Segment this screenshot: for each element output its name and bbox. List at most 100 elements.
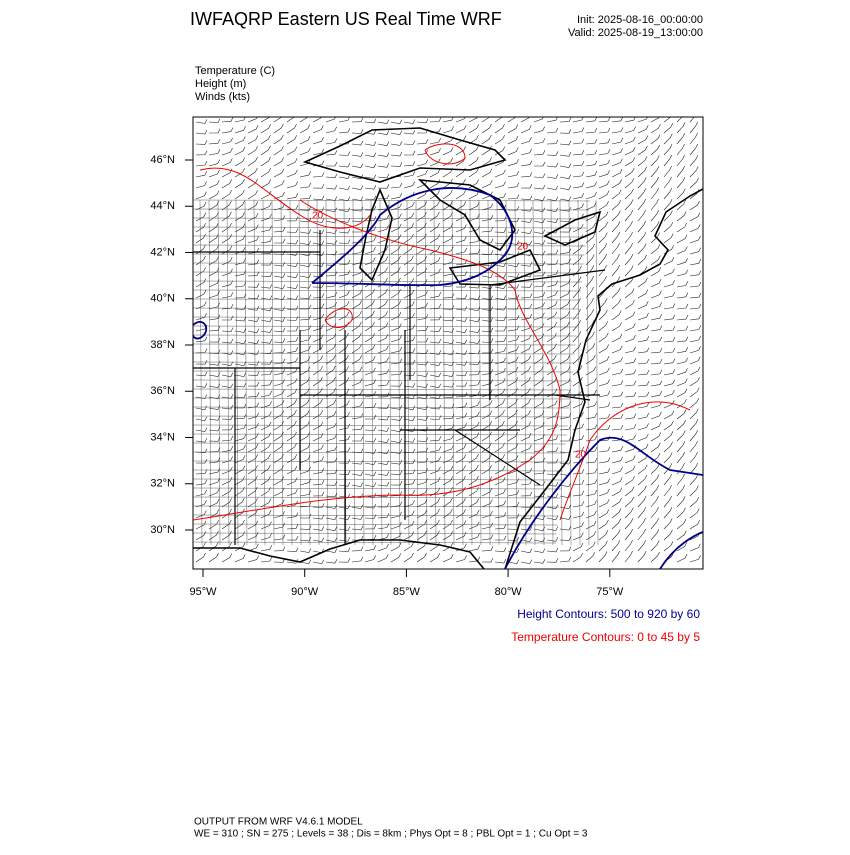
wind-barb <box>221 137 233 145</box>
wind-barb <box>585 222 596 233</box>
wind-barb <box>481 338 494 343</box>
wind-barb <box>273 215 286 222</box>
wind-barb <box>663 541 674 552</box>
wind-barb <box>507 206 520 211</box>
wind-barb <box>442 305 455 310</box>
wind-barb <box>533 126 545 134</box>
wind-barb <box>325 434 337 442</box>
wind-barb <box>689 259 702 266</box>
wind-barb <box>494 524 507 530</box>
wind-barb <box>260 213 272 222</box>
wind-barb <box>416 302 428 310</box>
wind-barb <box>300 304 312 310</box>
wind-barb <box>221 200 232 211</box>
wind-barb <box>546 547 559 553</box>
wind-barb <box>598 551 608 563</box>
wind-barb <box>351 401 363 409</box>
wind-barb <box>650 123 661 134</box>
wind-barb <box>572 192 585 200</box>
wind-barb <box>260 498 272 508</box>
wind-barb <box>559 185 572 191</box>
wind-barb <box>442 293 455 299</box>
wind-barb <box>234 497 245 508</box>
wind-barb <box>520 262 533 267</box>
wind-barb <box>377 299 388 310</box>
wind-barb <box>481 379 493 387</box>
wind-barb <box>351 321 362 332</box>
wind-barb <box>533 333 545 343</box>
wind-barb <box>481 123 492 134</box>
wind-barb <box>676 336 689 343</box>
wind-barb <box>312 376 323 387</box>
wind-barb <box>585 354 596 365</box>
wind-barb <box>351 332 362 343</box>
wind-barb <box>442 126 454 134</box>
wind-barb <box>429 222 440 233</box>
wind-barb <box>325 354 336 365</box>
wind-barb <box>234 508 245 519</box>
wind-barb <box>585 541 596 552</box>
wind-barb <box>468 411 480 420</box>
wind-barb <box>260 237 273 244</box>
wind-barb <box>546 493 559 498</box>
wind-barb <box>585 468 598 475</box>
wind-barb <box>234 178 245 189</box>
wind-barb <box>533 161 546 167</box>
wind-barb <box>299 548 312 553</box>
wind-barb <box>195 489 207 497</box>
wind-barb <box>364 379 376 387</box>
wind-barb <box>481 369 494 376</box>
wind-barb <box>663 303 676 310</box>
wind-barb <box>559 174 572 180</box>
wind-barb <box>650 144 660 156</box>
wind-barb <box>611 158 623 167</box>
wind-barb <box>650 278 662 288</box>
wind-barb <box>273 348 286 354</box>
wind-barb <box>403 312 415 321</box>
wind-barb <box>377 460 390 466</box>
wind-barb <box>234 531 245 541</box>
wind-barb <box>611 368 624 376</box>
wind-barb <box>494 500 506 508</box>
wind-barb <box>377 311 388 321</box>
wind-barb <box>286 181 298 189</box>
wind-barb <box>221 257 233 266</box>
wind-barb <box>364 257 376 266</box>
wind-barb <box>273 157 284 167</box>
wind-barb <box>546 249 559 255</box>
wind-barb <box>455 350 468 355</box>
county-line <box>193 307 580 310</box>
wind-barb <box>377 130 390 136</box>
wind-barb <box>663 389 675 398</box>
wind-barb <box>351 300 362 310</box>
wind-barb <box>273 379 285 387</box>
county-line <box>568 199 572 546</box>
wind-barb <box>689 440 698 453</box>
wind-barb <box>299 217 312 223</box>
wind-barb <box>286 409 297 420</box>
wind-barb <box>533 399 545 409</box>
wind-barb <box>299 284 312 289</box>
wind-barb <box>416 149 429 156</box>
wind-barb <box>663 379 675 387</box>
wind-barb <box>572 468 585 475</box>
wind-barb <box>559 459 572 465</box>
wind-barb <box>221 350 234 355</box>
wind-barb <box>338 228 351 234</box>
wind-barb <box>676 388 688 398</box>
wind-barb <box>286 388 298 398</box>
wind-barb <box>221 117 234 123</box>
wind-barb <box>416 190 428 200</box>
wind-barb <box>611 287 621 299</box>
wind-barb <box>663 280 675 288</box>
wind-barb <box>247 371 260 377</box>
wind-barb <box>585 510 597 519</box>
wind-barb <box>598 190 610 200</box>
wind-barb <box>637 156 648 167</box>
wind-barb <box>338 537 351 542</box>
wind-barb <box>351 343 362 354</box>
wind-barb <box>598 149 611 156</box>
wind-barb <box>377 380 390 387</box>
wind-barb <box>325 492 338 498</box>
wind-barb <box>442 497 453 508</box>
